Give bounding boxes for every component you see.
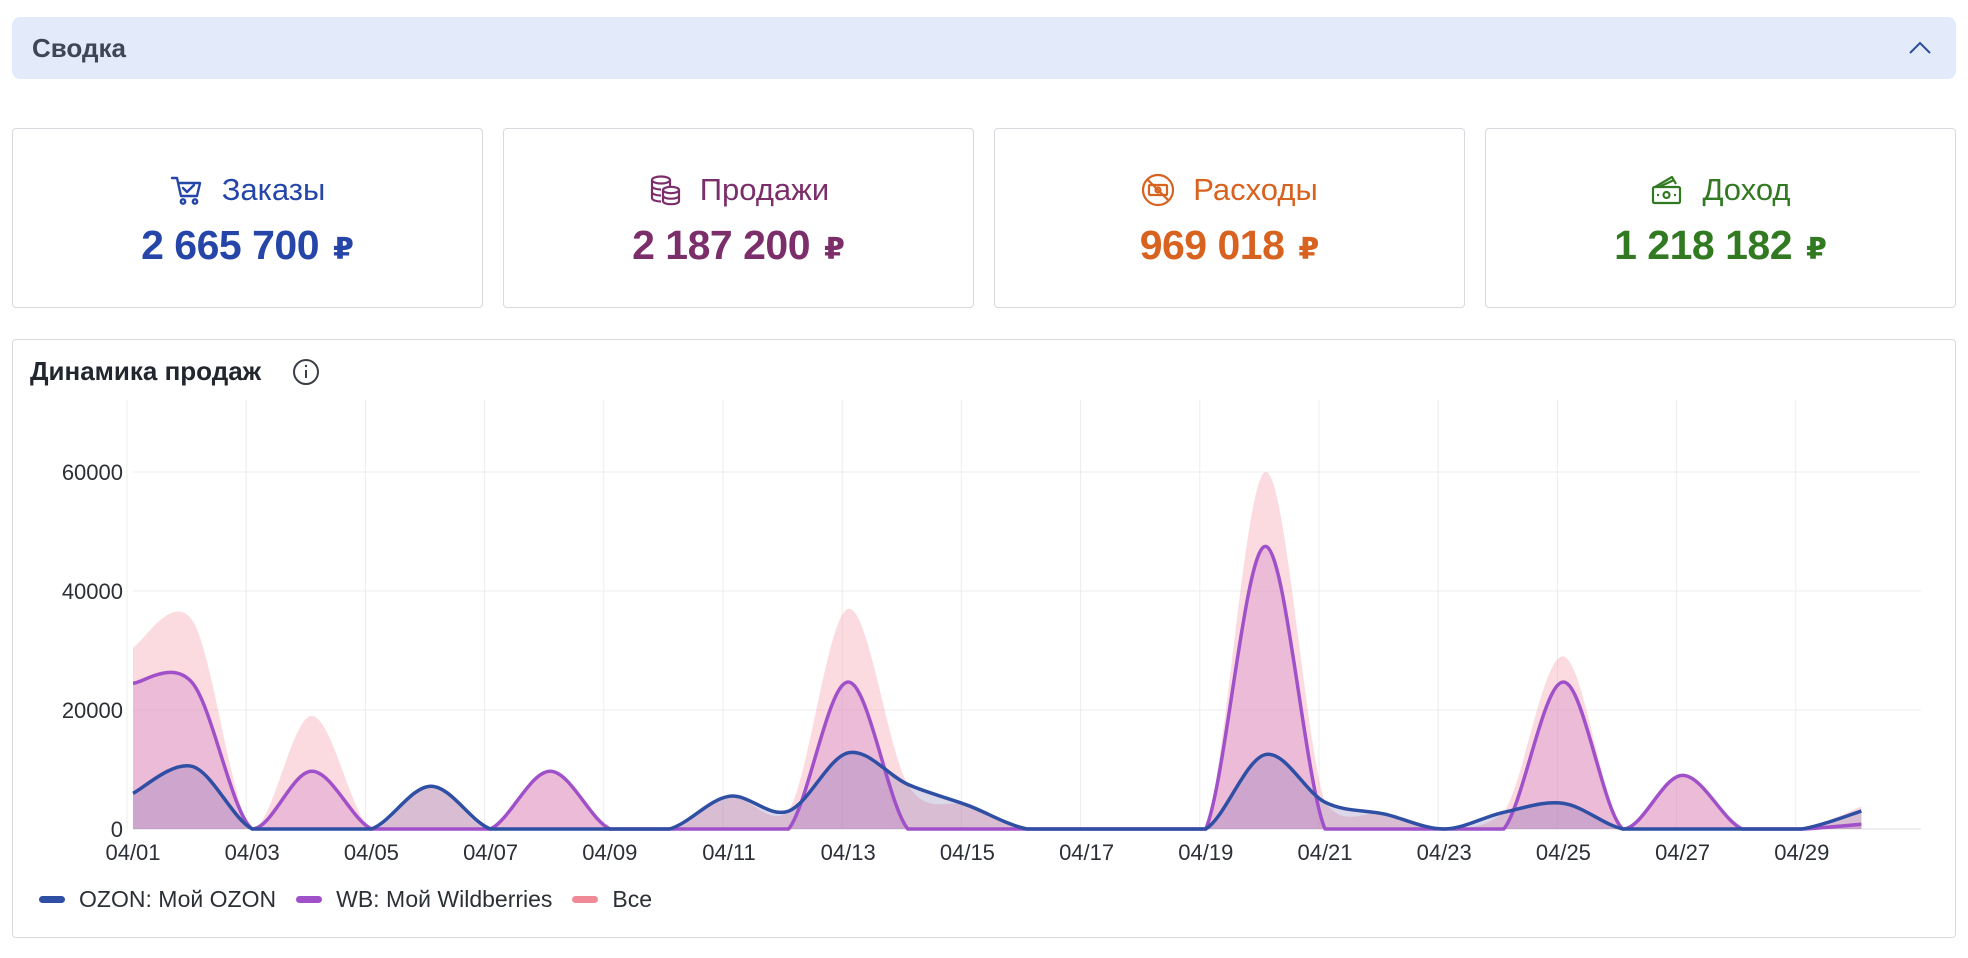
chevron-up-icon[interactable] xyxy=(1906,34,1934,62)
card-orders-currency: ₽ xyxy=(333,232,354,266)
x-tick-label: 04/29 xyxy=(1774,840,1829,865)
card-sales-value: 2 187 200 xyxy=(632,221,811,268)
area-wb xyxy=(133,546,1862,829)
x-tick-label: 04/23 xyxy=(1417,840,1472,865)
x-tick-label: 04/15 xyxy=(940,840,995,865)
summary-title: Сводка xyxy=(32,32,126,63)
chart-title: Динамика продаж xyxy=(30,356,262,386)
chart-areas xyxy=(133,471,1862,829)
chart-lines xyxy=(132,544,1862,831)
legend-item[interactable]: Все xyxy=(572,886,652,913)
x-tick-label: 04/09 xyxy=(582,840,637,865)
card-income-currency: ₽ xyxy=(1806,232,1827,266)
cash-box-icon xyxy=(1650,173,1684,207)
card-orders-value: 2 665 700 xyxy=(141,221,320,268)
card-income: Доход 1 218 182 ₽ xyxy=(1485,128,1956,308)
card-expenses-currency: ₽ xyxy=(1298,232,1320,266)
card-sales: Продажи 2 187 200 ₽ xyxy=(503,128,974,308)
legend-label: Все xyxy=(612,886,653,912)
cart-icon xyxy=(170,173,204,207)
info-icon[interactable] xyxy=(291,357,321,387)
legend-swatch xyxy=(296,896,323,903)
x-tick-label: 04/25 xyxy=(1536,840,1591,865)
x-tick-label: 04/01 xyxy=(105,840,160,865)
card-income-value: 1 218 182 xyxy=(1614,221,1793,268)
y-tick-label: 60000 xyxy=(62,460,123,485)
x-tick-label: 04/19 xyxy=(1178,840,1233,865)
sales-chart: 0 20000 40000 60000 04/01 04/03 04/05 04/07 04/0… xyxy=(62,400,1921,865)
y-tick-label: 20000 xyxy=(62,698,123,723)
chart-axis-labels: 0 20000 40000 60000 04/01 04/03 04/05 04/07 04/0… xyxy=(62,460,1830,865)
sales-dynamics-panel: Динамика продаж 0 20000 40000 60000 04/01 04/… xyxy=(12,339,1956,938)
x-tick-label: 04/07 xyxy=(463,840,518,865)
x-tick-label: 04/13 xyxy=(821,840,876,865)
chart-grid xyxy=(126,400,1921,830)
card-orders-label: Заказы xyxy=(221,171,326,207)
chart-legend: OZON: Мой OZON WB: Мой Wildberries Все xyxy=(39,886,652,913)
card-sales-label: Продажи xyxy=(699,171,830,207)
legend-item[interactable]: OZON: Мой OZON xyxy=(39,886,276,913)
card-income-label: Доход xyxy=(1702,171,1791,207)
x-tick-label: 04/11 xyxy=(702,840,755,865)
no-money-icon xyxy=(1141,173,1175,207)
legend-label: WB: Мой Wildberries xyxy=(336,886,553,912)
legend-swatch xyxy=(572,896,599,903)
y-tick-label: 0 xyxy=(111,817,123,842)
area-all xyxy=(133,471,1862,829)
card-sales-currency: ₽ xyxy=(824,232,845,266)
legend-swatch xyxy=(39,896,65,903)
x-tick-label: 04/27 xyxy=(1655,840,1710,865)
card-expenses-value: 969 018 xyxy=(1139,221,1285,268)
card-expenses-label: Расходы xyxy=(1193,171,1318,207)
card-expenses: Расходы 969 018 ₽ xyxy=(994,128,1465,308)
y-tick-label: 40000 xyxy=(62,579,123,604)
legend-label: OZON: Мой OZON xyxy=(79,886,277,912)
card-orders: Заказы 2 665 700 ₽ xyxy=(12,128,483,308)
summary-cards: Заказы 2 665 700 ₽ Продажи 2 187 200 ₽ xyxy=(12,128,1956,308)
legend-item[interactable]: WB: Мой Wildberries xyxy=(296,886,552,913)
summary-panel-header[interactable]: Сводка xyxy=(12,17,1956,79)
x-tick-label: 04/05 xyxy=(344,840,399,865)
x-tick-label: 04/21 xyxy=(1297,840,1352,865)
x-tick-label: 04/03 xyxy=(225,840,280,865)
x-tick-label: 04/17 xyxy=(1059,840,1114,865)
coins-stack-icon xyxy=(648,173,682,207)
line-ozon xyxy=(132,750,1862,831)
